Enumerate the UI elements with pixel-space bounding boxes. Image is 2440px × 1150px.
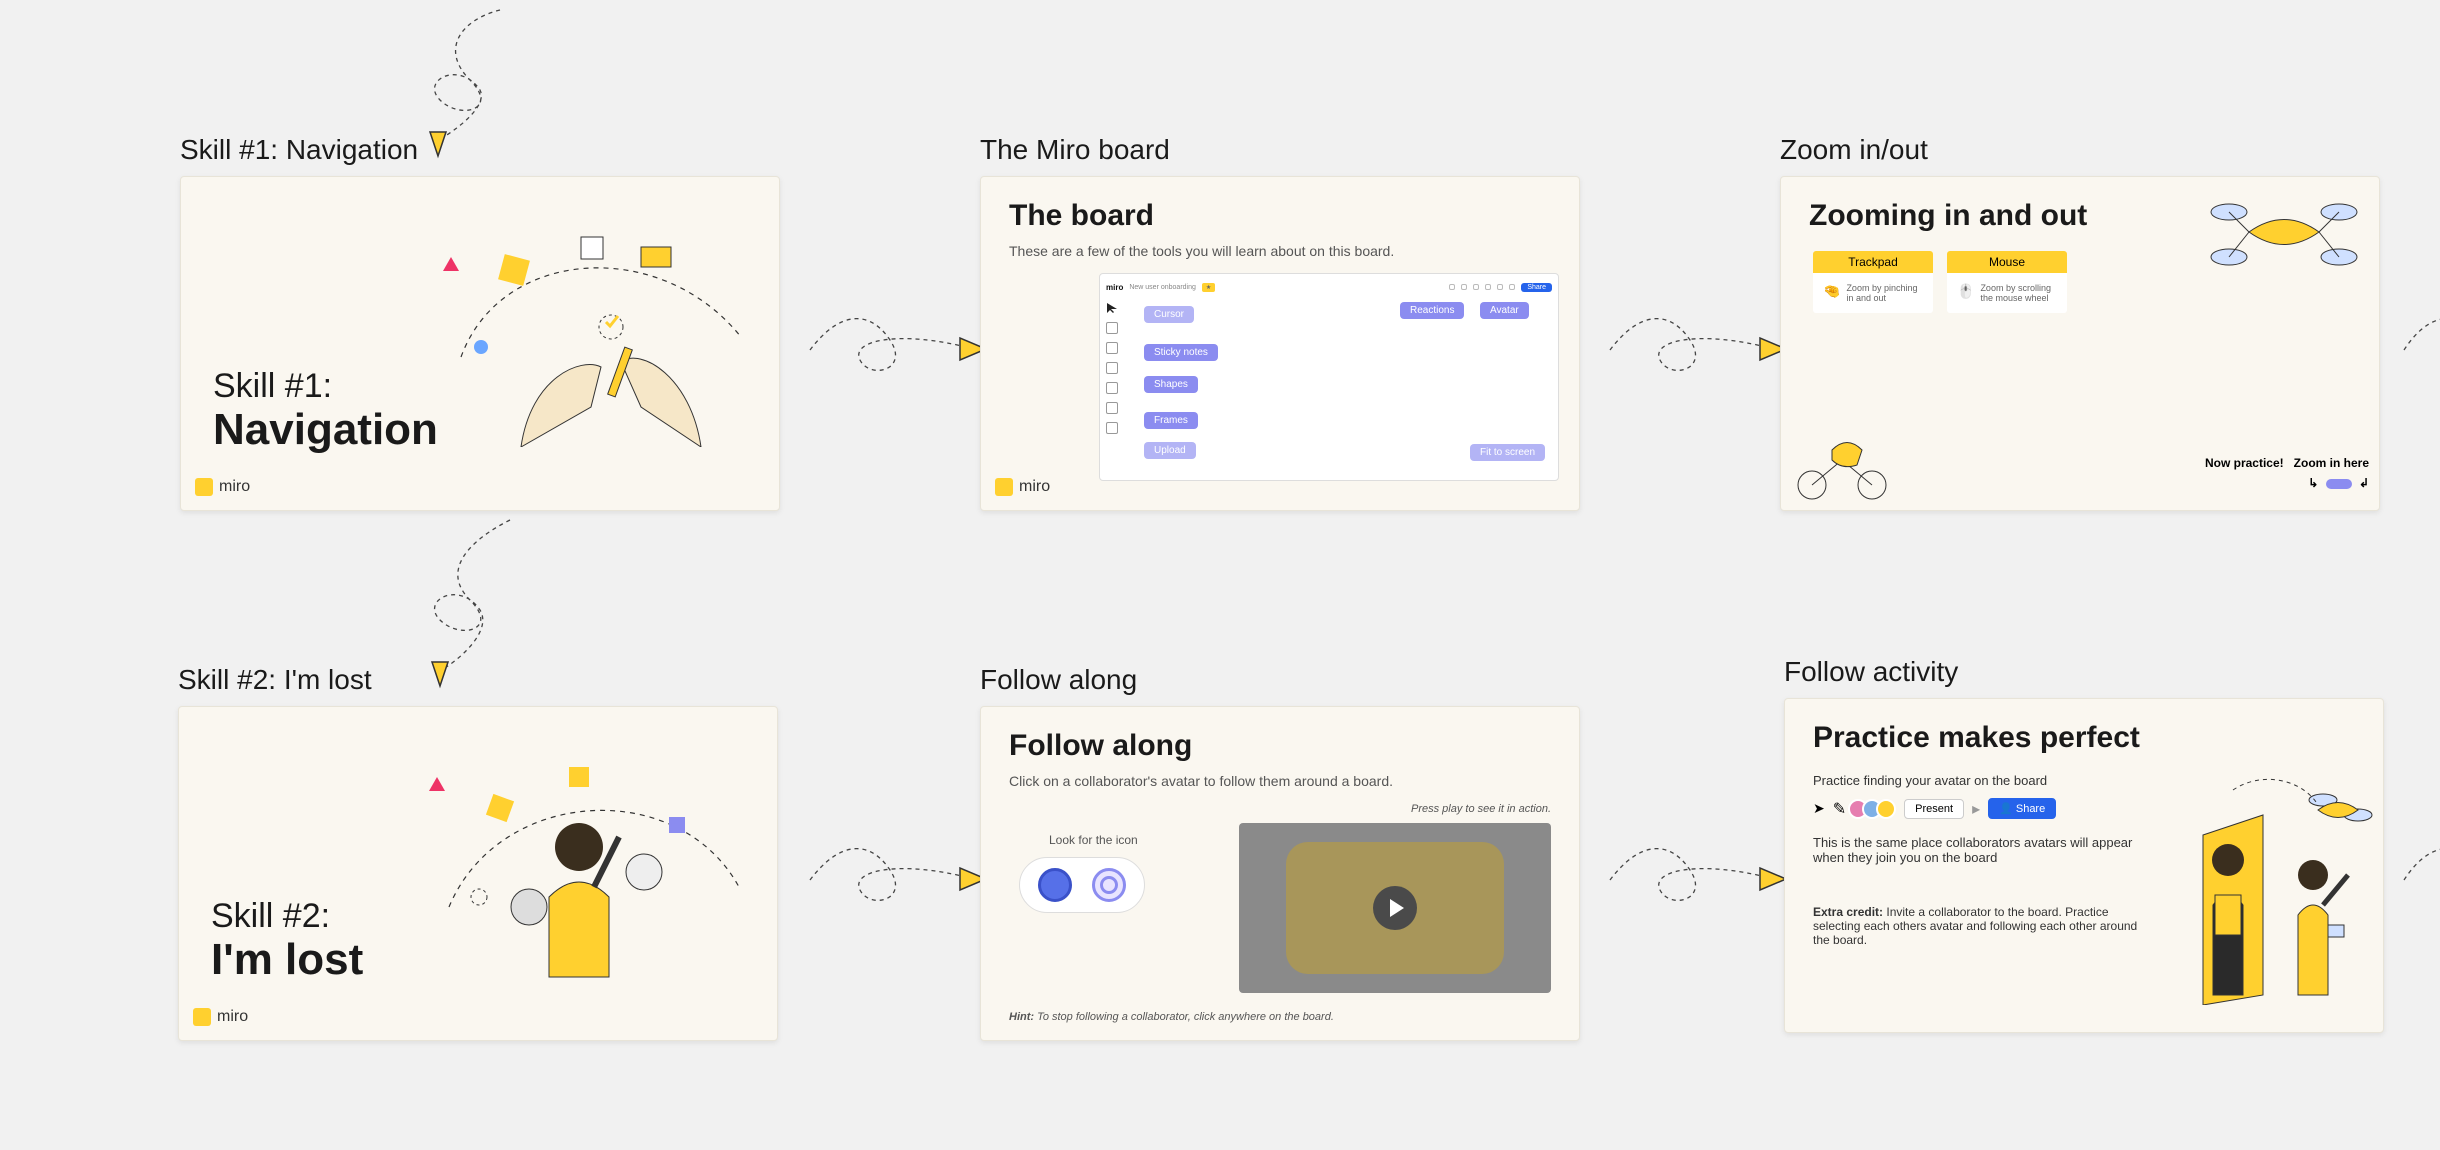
illustration-navigation	[441, 197, 761, 447]
squiggle-r2-a	[800, 810, 990, 930]
label-skill1: Skill #1: Navigation	[180, 134, 418, 166]
miro-canvas[interactable]: Skill #1: Navigation Skill #1: Navigatio…	[0, 0, 2440, 1150]
label-zoom: Zoom in/out	[1780, 134, 1928, 166]
skill2-pre: Skill #2:	[211, 897, 363, 936]
pinch-icon: 🤏	[1823, 283, 1840, 300]
squiggle-mid	[400, 510, 580, 690]
avatar-follow-pill	[1019, 857, 1145, 913]
zoom-mouse: Mouse 🖱️ Zoom by scrolling the mouse whee…	[1947, 251, 2067, 313]
squiggle-r1-c	[2400, 280, 2440, 400]
tag-fit: Fit to screen	[1470, 444, 1545, 461]
tag-cursor: Cursor	[1144, 306, 1194, 323]
board-subtitle: These are a few of the tools you will le…	[1009, 243, 1551, 259]
zoom-target-pill	[2326, 479, 2352, 489]
card-zoom[interactable]: Zooming in and out Trackpad 🤏Zoom by pin…	[1780, 176, 2380, 511]
card-practice[interactable]: Practice makes perfect Practice finding …	[1784, 698, 2384, 1033]
mouse-icon: 🖱️	[1957, 283, 1974, 300]
demo-video[interactable]	[1239, 823, 1551, 993]
card-follow[interactable]: Follow along Click on a collaborator's a…	[980, 706, 1580, 1041]
tag-reactions: Reactions	[1400, 302, 1464, 319]
miro-logo-text: miro	[219, 478, 250, 496]
miro-logo-icon-3	[193, 1008, 211, 1026]
cyclist-icon	[1787, 430, 1897, 500]
miro-logo-text-3: miro	[217, 1008, 248, 1026]
tag-sticky: Sticky notes	[1144, 344, 1218, 361]
label-follow: Follow along	[980, 664, 1137, 696]
board-title: The board	[1009, 199, 1551, 233]
practice-toolbar: ➤ ✎ Present ▸ 👤 Share	[1813, 798, 2153, 819]
practice-extra: Extra credit: Invite a collaborator to t…	[1813, 905, 2153, 947]
share-button[interactable]: 👤 Share	[1988, 798, 2056, 819]
follow-subtitle: Click on a collaborator's avatar to foll…	[1009, 773, 1551, 789]
drone-icon	[2199, 187, 2369, 277]
skill1-pre: Skill #1:	[213, 367, 438, 406]
follow-hint: Hint: To stop following a collaborator, …	[1009, 1011, 1551, 1023]
illustration-practice	[2173, 765, 2373, 1005]
tag-shapes: Shapes	[1144, 376, 1198, 393]
label-activity: Follow activity	[1784, 656, 1958, 688]
illustration-lost	[419, 727, 759, 987]
miro-logo: miro	[195, 478, 250, 496]
card-board[interactable]: The board These are a few of the tools y…	[980, 176, 1580, 511]
tag-upload: Upload	[1144, 442, 1196, 459]
present-button[interactable]: Present	[1904, 799, 1964, 819]
follow-title: Follow along	[1009, 729, 1551, 763]
hint-text: To stop following a collaborator, click …	[1037, 1011, 1334, 1023]
miro-logo-icon-2	[995, 478, 1013, 496]
extra-label: Extra credit:	[1813, 905, 1883, 919]
label-skill2: Skill #2: I'm lost	[178, 664, 372, 696]
mini-share: Share	[1521, 283, 1552, 292]
now-practice: Now practice! Zoom in here ↳ ↲	[2205, 456, 2369, 490]
avatar-3	[1876, 799, 1896, 819]
skill1-title: Navigation	[213, 406, 438, 454]
zoom-trackpad: Trackpad 🤏 Zoom by pinching in and out	[1813, 251, 1933, 313]
zoom-here-text: Zoom in here	[2294, 456, 2369, 470]
play-button-icon[interactable]	[1373, 886, 1417, 930]
squiggle-top-intro	[400, 0, 580, 160]
zoom-mouse-desc: Zoom by scrolling the mouse wheel	[1980, 283, 2057, 303]
zoom-trackpad-label: Trackpad	[1813, 251, 1933, 273]
practice-line2: This is the same place collaborators ava…	[1813, 835, 2153, 865]
practice-line1: Practice finding your avatar on the boar…	[1813, 773, 2153, 788]
mini-board: miro New user onboarding ★ Share Cursor …	[1099, 273, 1559, 481]
mini-sidebar	[1106, 302, 1120, 434]
zoom-mouse-label: Mouse	[1947, 251, 2067, 273]
skill2-title: I'm lost	[211, 936, 363, 984]
pen-icon: ✎	[1833, 799, 1846, 819]
now-practice-text: Now practice!	[2205, 456, 2284, 470]
miro-logo-2: miro	[995, 478, 1050, 496]
miro-logo-icon	[195, 478, 213, 496]
miro-logo-text-2: miro	[1019, 478, 1050, 496]
press-play-text: Press play to see it in action.	[1239, 803, 1551, 815]
look-for-icon-text: Look for the icon	[1049, 833, 1219, 847]
squiggle-r1-b	[1600, 280, 1790, 400]
collaborator-avatar	[1038, 868, 1072, 902]
tag-frames: Frames	[1144, 412, 1198, 429]
mini-logo: miro	[1106, 283, 1123, 292]
practice-title: Practice makes perfect	[1813, 721, 2355, 755]
card-skill1[interactable]: Skill #1: Navigation miro	[180, 176, 780, 511]
card-skill2[interactable]: Skill #2: I'm lost miro	[178, 706, 778, 1041]
hint-label: Hint:	[1009, 1011, 1034, 1023]
mini-toolbar: miro New user onboarding ★ Share	[1106, 280, 1552, 294]
squiggle-r2-c	[2400, 810, 2440, 930]
tag-avatar: Avatar	[1480, 302, 1529, 319]
squiggle-r1-a	[800, 280, 990, 400]
squiggle-r2-b	[1600, 810, 1790, 930]
cursor-icon: ➤	[1813, 800, 1825, 817]
miro-logo-3: miro	[193, 1008, 248, 1026]
label-board: The Miro board	[980, 134, 1170, 166]
zoom-trackpad-desc: Zoom by pinching in and out	[1846, 283, 1923, 303]
follow-eye-icon	[1092, 868, 1126, 902]
